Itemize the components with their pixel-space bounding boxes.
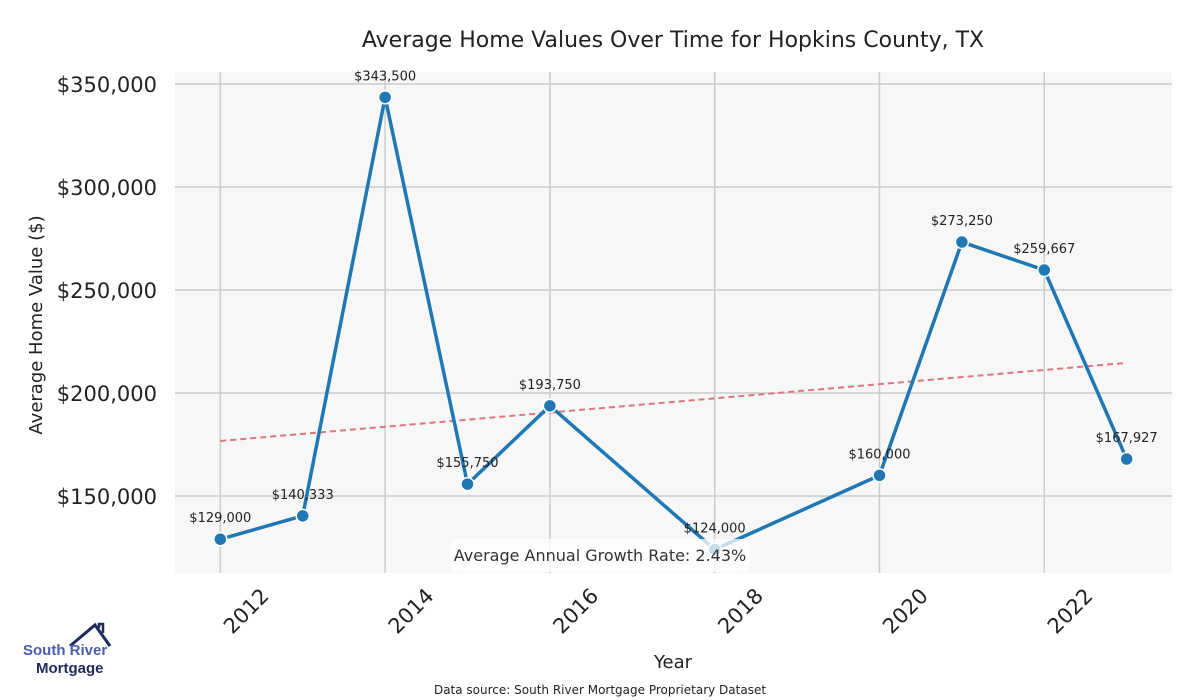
- data-label: $167,927: [1096, 431, 1158, 446]
- growth-rate-annotation: Average Annual Growth Rate: 2.43%: [454, 546, 746, 565]
- data-point: [954, 234, 970, 250]
- chart-title: Average Home Values Over Time for Hopkin…: [362, 28, 984, 53]
- data-point: [377, 90, 393, 105]
- data-label: $140,333: [272, 488, 334, 503]
- x-tick-label: 2016: [548, 584, 603, 639]
- y-tick-label: $250,000: [57, 279, 157, 303]
- y-tick-label: $200,000: [57, 382, 157, 406]
- growth-rate-box: [450, 539, 750, 572]
- logo-text-line2: Mortgage: [36, 660, 104, 677]
- data-label: $193,750: [519, 378, 581, 393]
- y-tick-label: $150,000: [57, 485, 157, 509]
- x-axis-label: Year: [653, 652, 693, 673]
- y-axis-label: Average Home Value ($): [26, 215, 47, 434]
- data-point: [542, 398, 558, 414]
- data-label: $259,667: [1013, 242, 1075, 257]
- data-point: [460, 476, 475, 492]
- x-tick-label: 2020: [878, 584, 933, 639]
- data-label: $155,750: [436, 456, 498, 471]
- series-line: [219, 95, 1129, 552]
- logo-house-icon: [69, 622, 112, 648]
- source-note: Data source: South River Mortgage Propri…: [434, 683, 766, 697]
- data-point: [295, 508, 310, 524]
- data-label: $160,000: [848, 447, 910, 462]
- data-point: [872, 468, 887, 483]
- data-label: $343,500: [354, 69, 416, 84]
- data-label: $124,000: [684, 522, 746, 537]
- x-tick-label: 2018: [713, 584, 768, 639]
- logo-text-line1: South River: [23, 642, 108, 659]
- y-tick-label: $350,000: [57, 73, 157, 97]
- data-label: $273,250: [931, 214, 993, 229]
- x-tick-label: 2014: [384, 584, 439, 639]
- brand-logo: South River Mortgage: [22, 622, 132, 682]
- x-tick-label: 2012: [219, 584, 274, 639]
- y-tick-label: $300,000: [57, 176, 157, 200]
- data-point: [1119, 451, 1134, 467]
- trend-line: [220, 361, 1127, 442]
- data-label: $129,000: [189, 511, 251, 526]
- x-tick-label: 2022: [1043, 584, 1098, 639]
- data-point: [213, 531, 228, 547]
- data-point: [1037, 262, 1052, 278]
